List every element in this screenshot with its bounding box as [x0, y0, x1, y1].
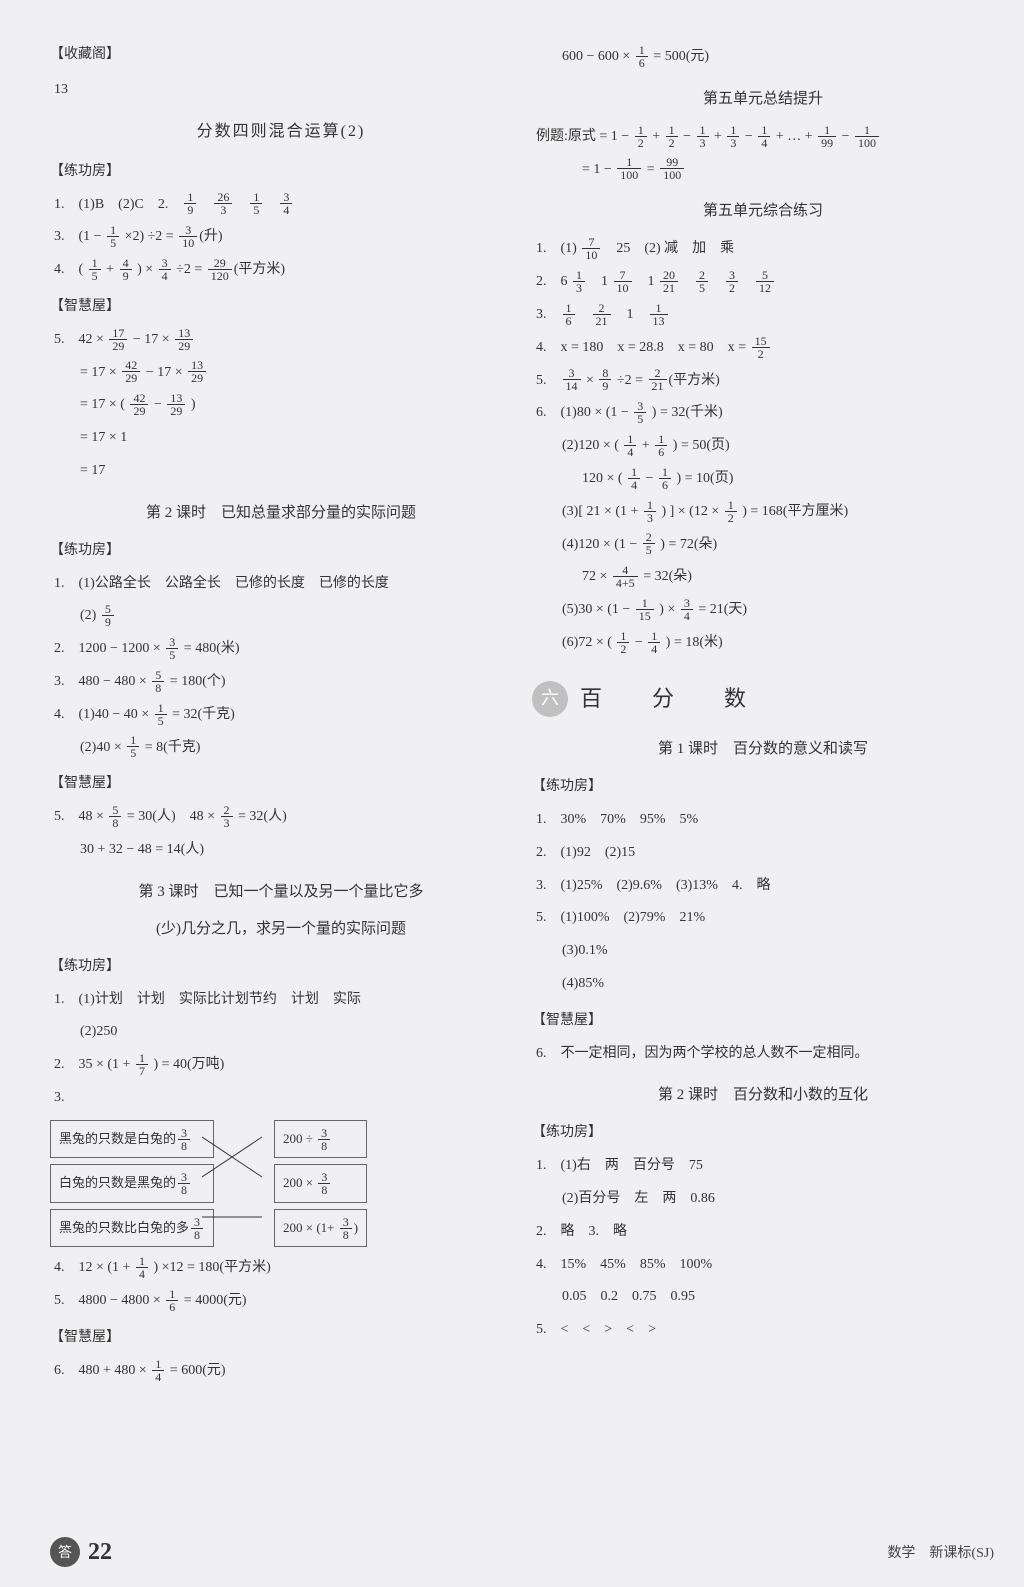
unit5-summary-title: 第五单元总结提升	[532, 83, 994, 116]
c1q5b: (3)0.1%	[532, 936, 994, 967]
match-left-2: 白兔的只数是黑兔的38	[50, 1164, 214, 1203]
footer-right-text: 数学 新课标(SJ)	[887, 1542, 994, 1562]
liangongfang-3: 【练功房】	[50, 952, 512, 983]
zhihuiwu-1: 【智慧屋】	[50, 292, 512, 323]
liangongfang-r2: 【练功房】	[532, 1118, 994, 1149]
match-right-2: 200 × 38	[274, 1164, 367, 1203]
p4: 4. x = 180 x = 28.8 x = 80 x = 152	[532, 333, 994, 364]
match-right-3: 200 × (1+ 38)	[274, 1209, 367, 1248]
l3q3: 3.	[50, 1083, 512, 1114]
page-number: 22	[88, 1539, 112, 1566]
p1: 1. (1) 710 25 (2) 减 加 乘	[532, 234, 994, 265]
r-top: 600 − 600 × 16 = 500(元)	[532, 42, 994, 73]
c2q2: 2. 略 3. 略	[532, 1217, 994, 1248]
l2q1b: (2) 59	[50, 601, 512, 632]
l2q5b: 30 + 32 − 48 = 14(人)	[50, 835, 512, 866]
text-13: 13	[50, 75, 512, 106]
q5b: = 17 × 4229 − 17 × 1329	[50, 358, 512, 389]
zhihuiwu-r1: 【智慧屋】	[532, 1006, 994, 1037]
chapter-title: 百 分 数	[580, 675, 760, 723]
page: 【收藏阁】 13 分数四则混合运算(2) 【练功房】 1. (1)B (2)C …	[0, 0, 1024, 1587]
lesson-2-title: 第 2 课时 已知总量求部分量的实际问题	[50, 497, 512, 530]
c1q1: 1. 30% 70% 95% 5%	[532, 805, 994, 836]
answer-badge-icon: 答	[50, 1537, 80, 1567]
l2q3: 3. 480 − 480 × 58 = 180(个)	[50, 667, 512, 698]
liangongfang-2: 【练功房】	[50, 536, 512, 567]
c1q6: 6. 不一定相同，因为两个学校的总人数不一定相同。	[532, 1039, 994, 1070]
section-title-1: 分数四则混合运算(2)	[50, 114, 512, 149]
ch2-title: 第 2 课时 百分数和小数的互化	[532, 1079, 994, 1112]
c2q4a: 4. 15% 45% 85% 100%	[532, 1250, 994, 1281]
chapter-badge-icon: 六	[532, 681, 568, 717]
q1: 1. (1)B (2)C 2. 19 263 15 34	[50, 190, 512, 221]
l2q4a: 4. (1)40 − 40 × 15 = 32(千克)	[50, 700, 512, 731]
q5c: = 17 × ( 4229 − 1329 )	[50, 390, 512, 421]
right-column: 600 − 600 × 16 = 500(元) 第五单元总结提升 例题:原式 =…	[532, 40, 994, 1567]
q5e: = 17	[50, 456, 512, 487]
ex1: 例题:原式 = 1 − 12 + 12 − 13 + 13 − 14 + … +…	[532, 122, 994, 153]
liangongfang-1: 【练功房】	[50, 157, 512, 188]
p6a: 6. (1)80 × (1 − 35 ) = 32(千米)	[532, 398, 994, 429]
c1q5a: 5. (1)100% (2)79% 21%	[532, 903, 994, 934]
liangongfang-r1: 【练功房】	[532, 772, 994, 803]
p5: 5. 314 × 89 ÷2 = 221(平方米)	[532, 366, 994, 397]
q5a: 5. 42 × 1729 − 17 × 1329	[50, 325, 512, 356]
c1q2: 2. (1)92 (2)15	[532, 838, 994, 869]
c2q1a: 1. (1)右 两 百分号 75	[532, 1151, 994, 1182]
p6e: (4)120 × (1 − 25 ) = 72(朵)	[532, 530, 994, 561]
zhihuiwu-2: 【智慧屋】	[50, 769, 512, 800]
page-badge: 答 22	[50, 1537, 112, 1567]
unit5-practice-title: 第五单元综合练习	[532, 195, 994, 228]
c2q1b: (2)百分号 左 两 0.86	[532, 1184, 994, 1215]
l3q4: 4. 12 × (1 + 14 ) ×12 = 180(平方米)	[50, 1253, 512, 1284]
l2q5a: 5. 48 × 58 = 30(人) 48 × 23 = 32(人)	[50, 802, 512, 833]
match-left-1: 黑兔的只数是白兔的38	[50, 1120, 214, 1159]
p6g: (5)30 × (1 − 115 ) × 34 = 21(天)	[532, 595, 994, 626]
p2: 2. 6 13 1 710 1 2021 25 32 512	[532, 267, 994, 298]
collection-label: 【收藏阁】	[50, 40, 512, 71]
l3q5: 5. 4800 − 4800 × 16 = 4000(元)	[50, 1286, 512, 1317]
lesson-3-title-a: 第 3 课时 已知一个量以及另一个量比它多	[50, 876, 512, 909]
l2q2: 2. 1200 − 1200 × 35 = 480(米)	[50, 634, 512, 665]
zhihuiwu-3: 【智慧屋】	[50, 1323, 512, 1354]
p6c: 120 × ( 14 − 16 ) = 10(页)	[532, 464, 994, 495]
chapter-header: 六 百 分 数	[532, 675, 994, 723]
lesson-3-title-b: (少)几分之几，求另一个量的实际问题	[50, 913, 512, 946]
l2q1a: 1. (1)公路全长 公路全长 已修的长度 已修的长度	[50, 569, 512, 600]
ch1-title: 第 1 课时 百分数的意义和读写	[532, 733, 994, 766]
left-column: 【收藏阁】 13 分数四则混合运算(2) 【练功房】 1. (1)B (2)C …	[50, 40, 512, 1567]
l3q1a: 1. (1)计划 计划 实际比计划节约 计划 实际	[50, 985, 512, 1016]
p6b: (2)120 × ( 14 + 16 ) = 50(页)	[532, 431, 994, 462]
l2q4b: (2)40 × 15 = 8(千克)	[50, 733, 512, 764]
c2q5: 5. < < > < >	[532, 1315, 994, 1346]
q5d: = 17 × 1	[50, 423, 512, 454]
c1q5c: (4)85%	[532, 969, 994, 1000]
match-right-1: 200 ÷ 38	[274, 1120, 367, 1159]
footer: 答 22 数学 新课标(SJ)	[50, 1537, 994, 1567]
l3q2: 2. 35 × (1 + 17 ) = 40(万吨)	[50, 1050, 512, 1081]
l3q6: 6. 480 + 480 × 14 = 600(元)	[50, 1356, 512, 1387]
c1q3: 3. (1)25% (2)9.6% (3)13% 4. 略	[532, 871, 994, 902]
p6d: (3)[ 21 × (1 + 13 ) ] × (12 × 12 ) = 168…	[532, 497, 994, 528]
p3: 3. 16 221 1 113	[532, 300, 994, 331]
c2q4b: 0.05 0.2 0.75 0.95	[532, 1282, 994, 1313]
q3: 3. (1 − 15 ×2) ÷2 = 310(升)	[50, 222, 512, 253]
ex2: = 1 − 1100 = 99100	[532, 155, 994, 186]
l3q1b: (2)250	[50, 1017, 512, 1048]
q4: 4. ( 15 + 49 ) × 34 ÷2 = 29120(平方米)	[50, 255, 512, 286]
match-left-3: 黑兔的只数比白兔的多38	[50, 1209, 214, 1248]
match-diagram: 黑兔的只数是白兔的38 白兔的只数是黑兔的38 黑兔的只数比白兔的多38 200…	[50, 1120, 512, 1248]
p6h: (6)72 × ( 12 − 14 ) = 18(米)	[532, 628, 994, 659]
p6f: 72 × 44+5 = 32(朵)	[532, 562, 994, 593]
